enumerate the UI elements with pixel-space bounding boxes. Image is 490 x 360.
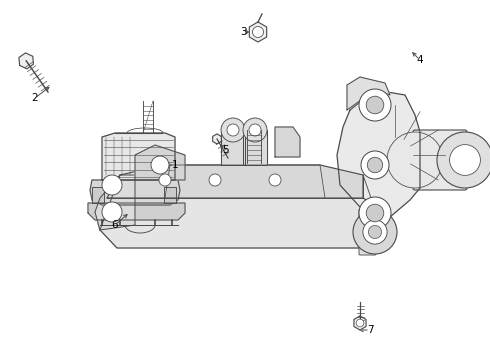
Polygon shape bbox=[354, 316, 366, 330]
Polygon shape bbox=[92, 187, 104, 203]
Polygon shape bbox=[164, 187, 176, 203]
Polygon shape bbox=[95, 175, 135, 230]
Polygon shape bbox=[347, 77, 390, 110]
Text: 2: 2 bbox=[32, 93, 38, 103]
Polygon shape bbox=[135, 145, 185, 180]
Polygon shape bbox=[102, 133, 175, 180]
Circle shape bbox=[368, 225, 382, 239]
Polygon shape bbox=[88, 203, 185, 220]
Circle shape bbox=[269, 174, 281, 186]
Circle shape bbox=[243, 118, 267, 142]
Circle shape bbox=[387, 132, 443, 188]
Circle shape bbox=[356, 319, 364, 327]
Circle shape bbox=[361, 151, 389, 179]
Text: 6: 6 bbox=[112, 220, 118, 230]
Polygon shape bbox=[107, 165, 363, 198]
Polygon shape bbox=[213, 134, 221, 144]
Polygon shape bbox=[95, 198, 385, 248]
Circle shape bbox=[249, 124, 261, 136]
Polygon shape bbox=[221, 130, 245, 165]
Text: 5: 5 bbox=[221, 145, 228, 155]
Polygon shape bbox=[243, 130, 267, 165]
Circle shape bbox=[221, 118, 245, 142]
Circle shape bbox=[209, 174, 221, 186]
Circle shape bbox=[353, 210, 397, 254]
Text: 1: 1 bbox=[172, 160, 178, 170]
Circle shape bbox=[159, 174, 171, 186]
Text: 3: 3 bbox=[240, 27, 246, 37]
Circle shape bbox=[102, 202, 122, 222]
Circle shape bbox=[151, 156, 169, 174]
Circle shape bbox=[437, 132, 490, 188]
Circle shape bbox=[102, 175, 122, 195]
FancyBboxPatch shape bbox=[359, 209, 376, 255]
Circle shape bbox=[450, 145, 480, 175]
Polygon shape bbox=[275, 127, 300, 157]
Polygon shape bbox=[90, 180, 180, 205]
Text: 7: 7 bbox=[367, 325, 373, 335]
Polygon shape bbox=[19, 53, 33, 69]
Circle shape bbox=[359, 89, 391, 121]
Circle shape bbox=[363, 220, 387, 244]
Text: 4: 4 bbox=[416, 55, 423, 65]
Circle shape bbox=[227, 124, 239, 136]
Circle shape bbox=[366, 96, 384, 114]
Circle shape bbox=[359, 197, 391, 229]
Polygon shape bbox=[337, 90, 420, 217]
Circle shape bbox=[252, 27, 264, 37]
FancyBboxPatch shape bbox=[413, 130, 467, 190]
Circle shape bbox=[368, 157, 383, 173]
Polygon shape bbox=[249, 22, 267, 42]
Circle shape bbox=[366, 204, 384, 222]
